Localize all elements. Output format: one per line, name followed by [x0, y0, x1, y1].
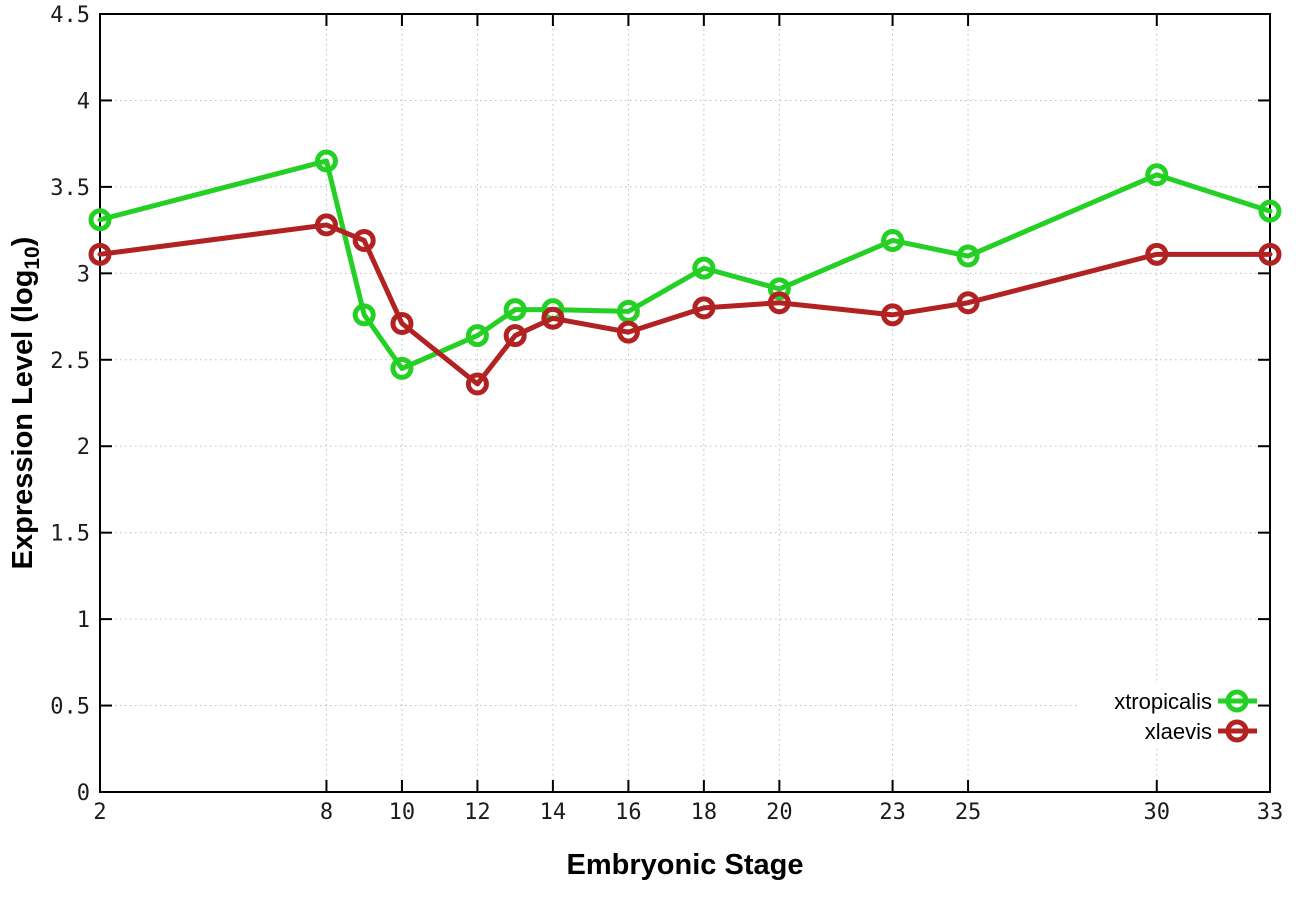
xtropicalis-data-point [767, 277, 791, 301]
x-tick-label: 20 [766, 800, 793, 825]
legend: xtropicalis xlaevis [1114, 689, 1257, 744]
y-tick-label: 3.5 [50, 176, 90, 201]
legend-label-xlaevis: xlaevis [1145, 719, 1212, 744]
xlaevis-data-point [1145, 242, 1169, 266]
y-tick-label: 0.5 [50, 695, 90, 720]
xlaevis-data-point [1258, 242, 1282, 266]
x-tick-label: 10 [389, 800, 416, 825]
xtropicalis-data-point [390, 356, 414, 380]
x-tick-label: 14 [540, 800, 567, 825]
y-tick-label: 3 [77, 262, 90, 287]
y-tick-label: 1.5 [50, 522, 90, 547]
tick-marks [99, 13, 1271, 793]
legend-marker-xlaevis [1225, 719, 1249, 743]
plot-border [99, 13, 1271, 793]
xlaevis-data-point [956, 291, 980, 315]
xtropicalis-data-point [352, 303, 376, 327]
x-tick-label: 18 [691, 800, 718, 825]
series-xtropicalis [88, 149, 1282, 380]
xlaevis-line [97, 222, 1273, 387]
xtropicalis-data-point [465, 324, 489, 348]
x-tick-label: 23 [879, 800, 906, 825]
y-tick-label: 4.5 [50, 3, 90, 28]
x-tick-label: 30 [1144, 800, 1171, 825]
xlaevis-data-point [767, 291, 791, 315]
xlaevis-data-point [352, 228, 376, 252]
xlaevis-data-point [616, 320, 640, 344]
y-axis-title: Expression Level (log10) [7, 237, 45, 570]
y-axis-title-close: ) [7, 236, 40, 247]
grid-lines [99, 13, 1271, 793]
y-axis-title-subscript: 10 [20, 246, 44, 270]
xtropicalis-data-point [692, 256, 716, 280]
xlaevis-data-point [88, 242, 112, 266]
xtropicalis-data-point [1258, 199, 1282, 223]
xlaevis-data-point [503, 324, 527, 348]
xtropicalis-line [97, 158, 1273, 371]
y-tick-label: 4 [77, 89, 90, 114]
xlaevis-data-point [465, 372, 489, 396]
x-tick-label: 12 [464, 800, 491, 825]
legend-marker-xtropicalis [1225, 689, 1249, 713]
y-tick-label: 1 [77, 608, 90, 633]
x-tick-label: 33 [1257, 800, 1284, 825]
tick-labels: 2 8 10 12 14 16 18 20 23 25 30 33 0 0.5 1 1.5 2 2.5 3 3.5 4 4… [50, 3, 1283, 825]
xlaevis-data-point [692, 296, 716, 320]
x-tick-label: 25 [955, 800, 982, 825]
xtropicalis-data-point [314, 149, 338, 173]
xlaevis-data-point [314, 213, 338, 237]
legend-label-xtropicalis: xtropicalis [1114, 689, 1212, 714]
xlaevis-data-point [541, 306, 565, 330]
x-tick-label: 16 [615, 800, 642, 825]
xtropicalis-data-point [616, 299, 640, 323]
x-axis-title: Embryonic Stage [566, 849, 804, 881]
y-axis-title-text: Expression Level (log [7, 269, 40, 570]
y-tick-label: 2.5 [50, 349, 90, 374]
xtropicalis-data-point [88, 208, 112, 232]
xtropicalis-data-point [503, 298, 527, 322]
x-tick-label: 2 [93, 800, 106, 825]
xtropicalis-data-point [956, 244, 980, 268]
xtropicalis-data-point [1145, 163, 1169, 187]
series-xlaevis [88, 213, 1282, 396]
xlaevis-data-point [390, 311, 414, 335]
y-tick-label: 2 [77, 435, 90, 460]
xlaevis-data-point [881, 303, 905, 327]
y-tick-label: 0 [77, 781, 90, 806]
xtropicalis-data-point [881, 228, 905, 252]
x-tick-label: 8 [320, 800, 333, 825]
